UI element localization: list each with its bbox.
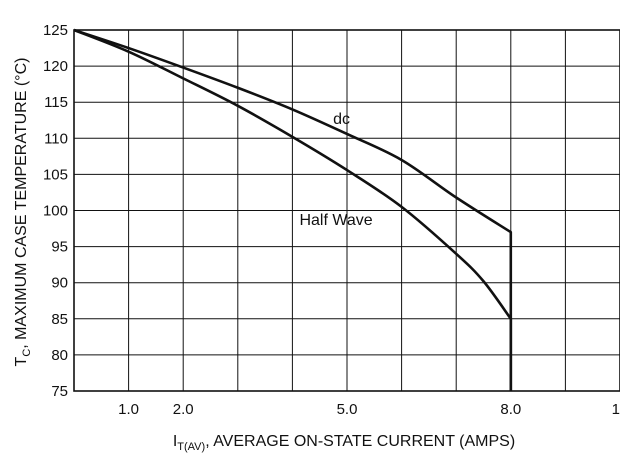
x-tick-label: 10 [612, 401, 620, 418]
x-tick-label: 2.0 [173, 401, 194, 418]
y-axis-label: TC, MAXIMUM CASE TEMPERATURE (°C) [13, 58, 33, 367]
y-tick-labels: 75 80 85 90 95 100 105 110 115 120 125 [43, 22, 68, 400]
x-tick-label: 8.0 [500, 401, 521, 418]
x-axis-label: IT(AV), AVERAGE ON-STATE CURRENT (AMPS) [173, 433, 515, 453]
x-tick-labels: 1.0 2.0 5.0 8.0 10 [118, 401, 620, 418]
series-label-dc: dc [333, 111, 350, 128]
series-line-half-wave [73, 28, 513, 391]
y-tick-label: 125 [43, 22, 68, 39]
y-tick-label: 100 [43, 203, 68, 220]
y-tick-label: 75 [51, 383, 68, 400]
x-tick-label: 1.0 [118, 401, 139, 418]
y-tick-label: 110 [44, 130, 68, 147]
plot-frame [73, 29, 620, 392]
y-tick-label: 105 [43, 166, 68, 183]
x-tick-label: 5.0 [337, 401, 358, 418]
y-tick-label: 115 [44, 94, 68, 111]
y-tick-label: 85 [51, 311, 68, 328]
y-tick-label: 90 [51, 275, 68, 292]
y-tick-label: 80 [51, 347, 68, 364]
y-tick-label: 95 [51, 239, 68, 256]
series-line-dc [73, 28, 513, 391]
y-tick-label: 120 [43, 58, 68, 75]
grid [74, 29, 620, 391]
series-label-half-wave: Half Wave [299, 212, 372, 229]
series-group: dc Half Wave [73, 28, 513, 391]
